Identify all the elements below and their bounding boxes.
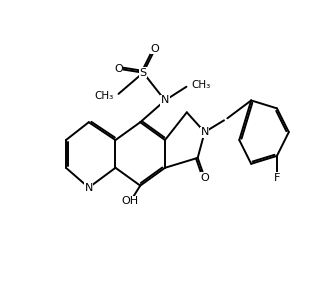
Text: N: N <box>161 95 169 105</box>
Text: F: F <box>274 173 280 183</box>
Text: CH₃: CH₃ <box>192 79 211 90</box>
Text: N: N <box>84 182 93 193</box>
Text: S: S <box>140 68 147 78</box>
Text: CH₃: CH₃ <box>94 91 114 102</box>
Text: O: O <box>151 44 160 54</box>
Text: O: O <box>114 64 123 74</box>
Text: N: N <box>201 127 209 137</box>
Text: OH: OH <box>122 196 139 206</box>
Text: O: O <box>200 173 209 183</box>
